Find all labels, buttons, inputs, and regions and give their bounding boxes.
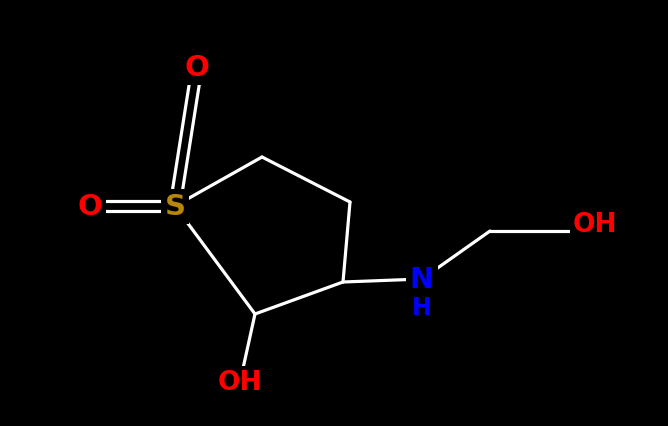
Text: O: O [77,193,102,221]
Text: O: O [184,54,210,82]
Text: N: N [410,265,434,294]
Text: S: S [164,193,186,221]
Text: OH: OH [572,211,617,237]
Text: OH: OH [218,369,263,395]
Text: H: H [412,295,432,319]
